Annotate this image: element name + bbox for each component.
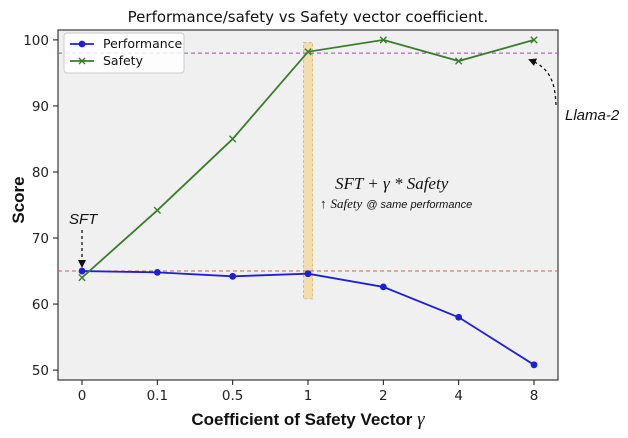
- data-point-performance: [229, 272, 237, 280]
- legend: Performance Safety: [63, 32, 185, 74]
- x-tick-layer: 0 0.1 0.5 1 2 4 8: [78, 380, 539, 404]
- data-point-performance: [153, 268, 161, 276]
- llama-label: Llama-2: [565, 107, 620, 124]
- data-point-safety: [153, 206, 162, 214]
- data-point-safety: [379, 36, 388, 44]
- legend-marker-safety: [78, 57, 86, 65]
- highlight-band: [303, 42, 313, 300]
- data-point-safety: [454, 57, 463, 65]
- y-axis-label: Score: [9, 176, 28, 223]
- x-tick-label: 0: [78, 388, 87, 404]
- legend-label-safety: Safety: [103, 53, 144, 68]
- sft-label: SFT: [69, 211, 99, 228]
- data-point-performance: [78, 267, 86, 275]
- formula-subline: ↑ Safety @ same performance: [320, 195, 472, 212]
- data-point-safety: [78, 273, 86, 282]
- data-point-performance: [455, 313, 463, 321]
- data-point-safety: [304, 48, 312, 56]
- y-tick-label: 80: [32, 165, 49, 181]
- legend-box: [63, 32, 185, 74]
- legend-marker-performance: [78, 40, 86, 48]
- x-tick-label: 0.1: [147, 388, 168, 404]
- llama-arrow: [528, 58, 557, 106]
- data-point-safety: [228, 135, 237, 143]
- y-tick-label: 60: [32, 297, 49, 313]
- highlight-band-layer: [303, 42, 313, 300]
- y-tick-label: 90: [32, 99, 49, 115]
- y-tick-label: 50: [32, 363, 49, 379]
- x-tick-label: 2: [379, 388, 388, 404]
- x-axis-label: Coefficient of Safety Vector γ: [191, 409, 425, 430]
- data-point-performance: [379, 283, 387, 291]
- x-tick-label: 0.5: [222, 388, 243, 404]
- x-tick-label: 8: [530, 388, 539, 404]
- formula-main: SFT + γ * Safety: [335, 174, 449, 193]
- data-point-safety: [530, 36, 538, 44]
- x-tick-label: 1: [304, 388, 313, 404]
- data-point-performance: [304, 270, 312, 278]
- data-point-performance: [530, 361, 538, 369]
- series-layer: [78, 36, 538, 369]
- chart-title: Performance/safety vs Safety vector coef…: [128, 8, 489, 26]
- y-tick-label: 100: [23, 33, 49, 49]
- legend-label-performance: Performance: [103, 36, 183, 51]
- x-tick-label: 4: [454, 388, 463, 404]
- reference-line-layer: [58, 52, 558, 272]
- y-tick-label: 70: [32, 231, 49, 247]
- y-tick-layer: 50 60 70 80 90 100: [23, 33, 58, 379]
